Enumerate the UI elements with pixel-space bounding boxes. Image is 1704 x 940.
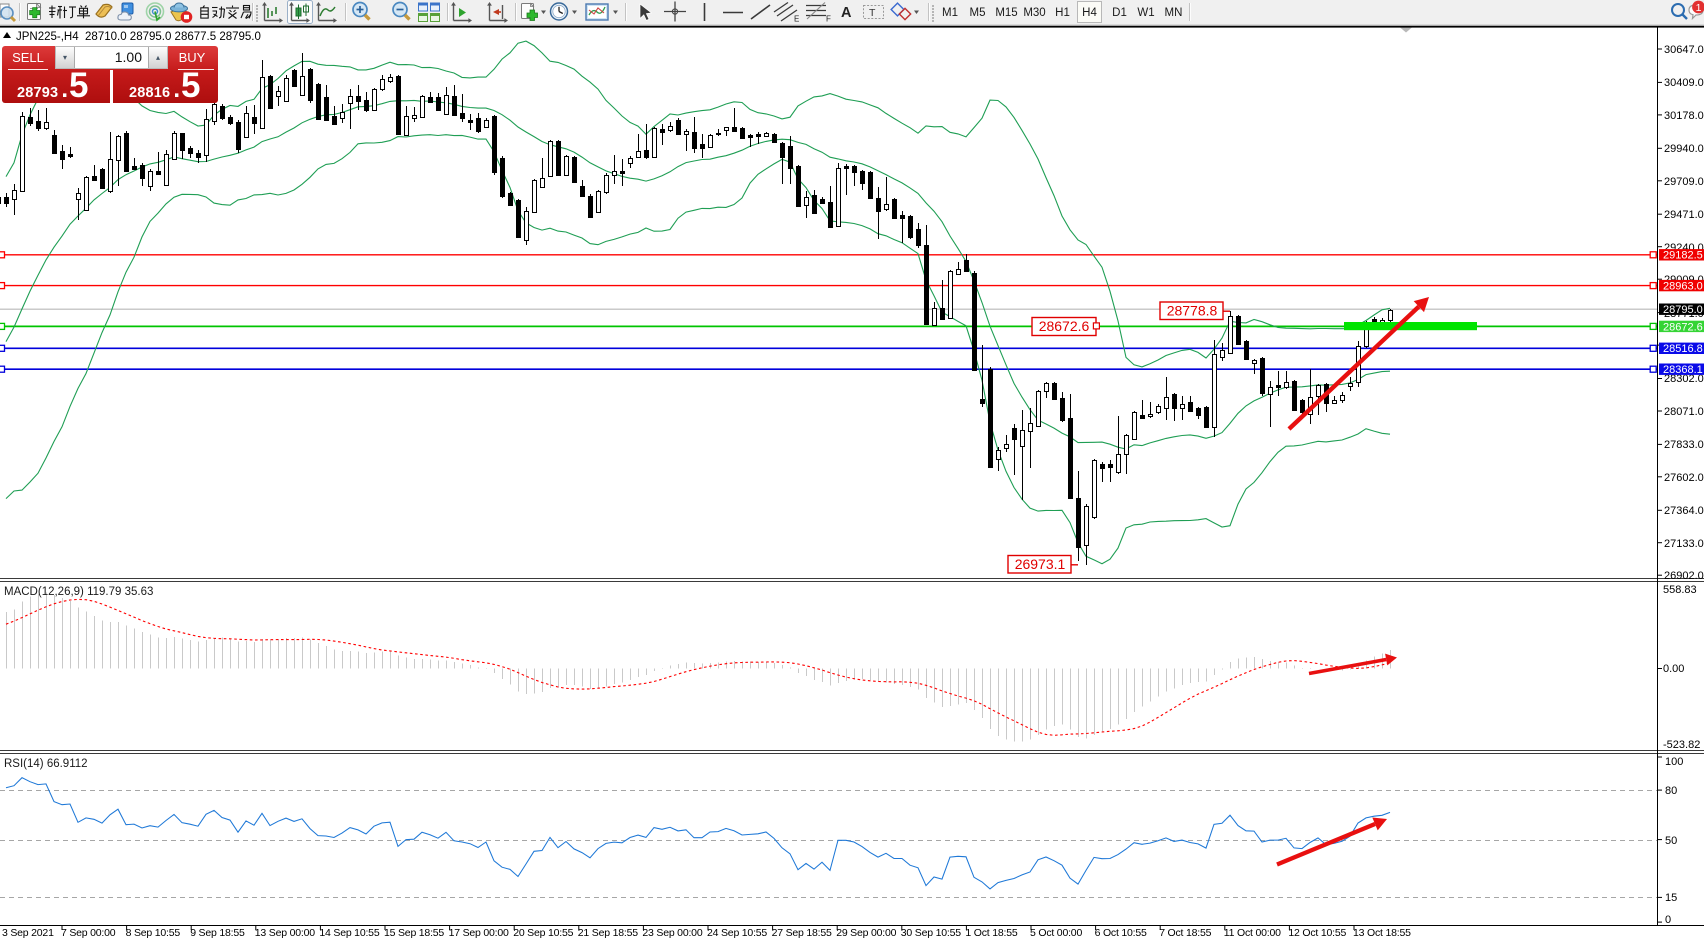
svg-text:14 Sep 10:55: 14 Sep 10:55 bbox=[319, 927, 379, 939]
svg-text:23 Sep 00:00: 23 Sep 00:00 bbox=[642, 927, 702, 939]
svg-text:F: F bbox=[826, 15, 831, 24]
svg-text:50: 50 bbox=[1665, 835, 1677, 847]
svg-text:M15: M15 bbox=[995, 7, 1017, 19]
svg-text:15 Sep 18:55: 15 Sep 18:55 bbox=[384, 927, 444, 939]
svg-text:M30: M30 bbox=[1023, 7, 1045, 19]
svg-text:M1: M1 bbox=[942, 7, 958, 19]
svg-text:E: E bbox=[794, 15, 799, 24]
svg-text:H4: H4 bbox=[1082, 7, 1097, 19]
svg-text:6 Oct 10:55: 6 Oct 10:55 bbox=[1095, 927, 1147, 939]
svg-text:RSI(14) 66.9112: RSI(14) 66.9112 bbox=[4, 758, 88, 770]
svg-text:28071.0: 28071.0 bbox=[1664, 406, 1704, 418]
svg-text:H1: H1 bbox=[1055, 7, 1070, 19]
svg-text:26973.1: 26973.1 bbox=[1015, 556, 1066, 572]
svg-text:100: 100 bbox=[1665, 756, 1683, 768]
svg-text:558.83: 558.83 bbox=[1663, 584, 1697, 596]
svg-text:MACD(12,26,9) 119.79 35.63: MACD(12,26,9) 119.79 35.63 bbox=[4, 586, 153, 598]
svg-text:1: 1 bbox=[1696, 2, 1702, 14]
svg-text:15: 15 bbox=[1665, 892, 1677, 904]
svg-text:17 Sep 00:00: 17 Sep 00:00 bbox=[449, 927, 509, 939]
svg-text:0: 0 bbox=[1665, 914, 1671, 926]
svg-text:29709.0: 29709.0 bbox=[1664, 176, 1704, 188]
svg-text:-523.82: -523.82 bbox=[1663, 739, 1700, 751]
svg-text:D1: D1 bbox=[1112, 7, 1127, 19]
svg-text:30 Sep 10:55: 30 Sep 10:55 bbox=[901, 927, 961, 939]
svg-text:M5: M5 bbox=[970, 7, 986, 19]
svg-text:28302.0: 28302.0 bbox=[1664, 373, 1704, 385]
svg-text:28795.0: 28795.0 bbox=[1663, 304, 1703, 316]
svg-text:28778.8: 28778.8 bbox=[1167, 303, 1218, 319]
svg-text:5 Oct 00:00: 5 Oct 00:00 bbox=[1030, 927, 1082, 939]
svg-text:28516.8: 28516.8 bbox=[1663, 343, 1703, 355]
svg-text:MN: MN bbox=[1165, 7, 1183, 19]
svg-text:28672.6: 28672.6 bbox=[1663, 321, 1703, 333]
svg-text:7 Oct 18:55: 7 Oct 18:55 bbox=[1159, 927, 1211, 939]
svg-text:7 Sep 00:00: 7 Sep 00:00 bbox=[61, 927, 116, 939]
svg-text:27833.0: 27833.0 bbox=[1664, 439, 1704, 451]
svg-text:28368.1: 28368.1 bbox=[1663, 364, 1703, 376]
svg-text:26902.0: 26902.0 bbox=[1664, 570, 1704, 582]
svg-text:80: 80 bbox=[1665, 785, 1677, 797]
svg-text:T: T bbox=[869, 7, 876, 19]
svg-text:20 Sep 10:55: 20 Sep 10:55 bbox=[513, 927, 573, 939]
svg-text:29182.5: 29182.5 bbox=[1663, 250, 1703, 262]
svg-text:A: A bbox=[841, 5, 852, 21]
svg-text:0.00: 0.00 bbox=[1663, 663, 1684, 675]
svg-text:28672.6: 28672.6 bbox=[1039, 318, 1090, 334]
svg-text:27133.0: 27133.0 bbox=[1664, 538, 1704, 550]
svg-text:1 Oct 18:55: 1 Oct 18:55 bbox=[965, 927, 1017, 939]
svg-text:21 Sep 18:55: 21 Sep 18:55 bbox=[578, 927, 638, 939]
svg-text:30178.0: 30178.0 bbox=[1664, 110, 1704, 122]
svg-text:27 Sep 18:55: 27 Sep 18:55 bbox=[772, 927, 832, 939]
svg-text:30409.0: 30409.0 bbox=[1664, 77, 1704, 89]
svg-text:11 Oct 00:00: 11 Oct 00:00 bbox=[1224, 927, 1281, 939]
svg-text:29940.0: 29940.0 bbox=[1664, 143, 1704, 155]
svg-text:28963.0: 28963.0 bbox=[1663, 281, 1703, 293]
svg-text:24 Sep 10:55: 24 Sep 10:55 bbox=[707, 927, 767, 939]
svg-text:3 Sep 2021: 3 Sep 2021 bbox=[2, 927, 54, 939]
svg-text:JPN225-,H4 28710.0 28795.0 28: JPN225-,H4 28710.0 28795.0 28677.5 28795… bbox=[16, 31, 261, 43]
svg-text:29 Sep 00:00: 29 Sep 00:00 bbox=[836, 927, 896, 939]
svg-text:29471.0: 29471.0 bbox=[1664, 209, 1704, 221]
svg-text:W1: W1 bbox=[1137, 7, 1154, 19]
svg-text:13 Oct 18:55: 13 Oct 18:55 bbox=[1353, 927, 1411, 939]
svg-text:12 Oct 10:55: 12 Oct 10:55 bbox=[1288, 927, 1346, 939]
svg-text:13 Sep 00:00: 13 Sep 00:00 bbox=[255, 927, 315, 939]
svg-text:27364.0: 27364.0 bbox=[1664, 505, 1704, 517]
svg-text:9 Sep 18:55: 9 Sep 18:55 bbox=[190, 927, 245, 939]
svg-text:27602.0: 27602.0 bbox=[1664, 472, 1704, 484]
svg-text:8 Sep 10:55: 8 Sep 10:55 bbox=[126, 927, 181, 939]
svg-text:30647.0: 30647.0 bbox=[1664, 44, 1704, 56]
